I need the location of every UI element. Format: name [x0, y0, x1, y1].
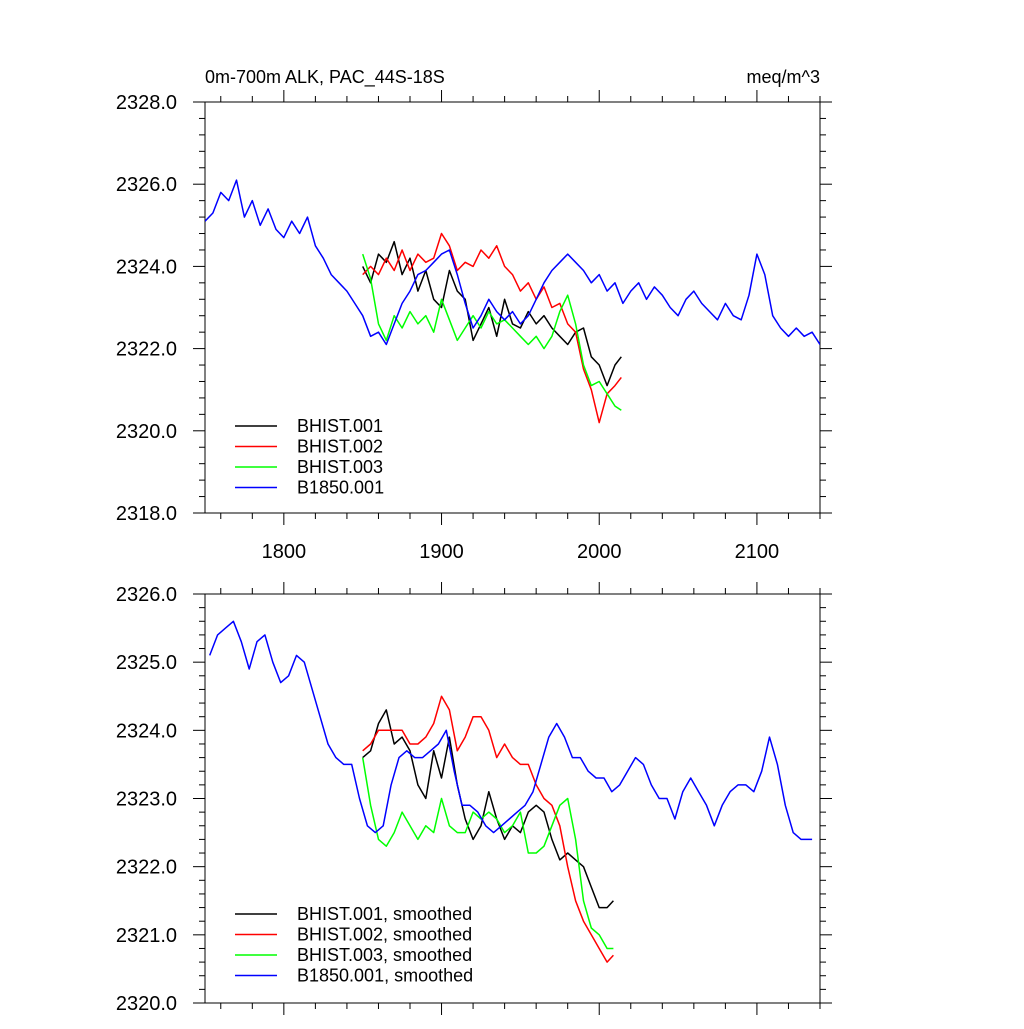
- y-tick-label: 2326.0: [116, 174, 177, 196]
- x-tick-label: 2000: [577, 541, 622, 563]
- legend-label: BHIST.002: [297, 437, 383, 457]
- series-line-1: [362, 709, 614, 909]
- legend-label: BHIST.001, smoothed: [297, 904, 472, 924]
- legend-label: BHIST.001: [297, 416, 383, 436]
- series-line-3: [361, 253, 622, 411]
- series-line-1: [362, 240, 622, 387]
- y-tick-label: 2323.0: [116, 789, 177, 811]
- y-tick-label: 2320.0: [116, 993, 177, 1015]
- x-tick-label: 1900: [419, 541, 464, 563]
- series-line-3: [361, 757, 614, 950]
- x-tick-label: 1800: [262, 541, 307, 563]
- legend-label: B1850.001, smoothed: [297, 966, 473, 986]
- y-tick-label: 2325.0: [116, 652, 177, 674]
- chart-title: 0m-700m ALK, PAC_44S-18S: [205, 67, 445, 88]
- y-tick-label: 2324.0: [116, 720, 177, 742]
- y-tick-label: 2321.0: [116, 925, 177, 947]
- y-tick-label: 2324.0: [116, 256, 177, 278]
- top-panel: 2318.0 2320.0 2322.0 2324.0 2326.0 2328.0 1800…: [116, 90, 832, 563]
- series-line-2: [362, 695, 614, 963]
- y-tick-label: 2320.0: [116, 421, 177, 443]
- legend-label: BHIST.003, smoothed: [297, 945, 472, 965]
- y-tick-label: 2328.0: [116, 92, 177, 114]
- y-tick-label: 2322.0: [116, 339, 177, 361]
- legend-label: B1850.001: [297, 478, 384, 498]
- legend-label: BHIST.003: [297, 457, 383, 477]
- bottom-panel: 2320.0 2321.0 2322.0 2323.0 2324.0 2325.0 2326…: [116, 582, 832, 1015]
- plot-frame: [204, 101, 821, 514]
- chart-units: meq/m^3: [747, 67, 820, 87]
- y-tick-label: 2326.0: [116, 584, 177, 606]
- x-tick-label: 2100: [735, 541, 780, 563]
- series-line-4: [209, 620, 813, 841]
- legend-label: BHIST.002, smoothed: [297, 925, 472, 945]
- series-line-4: [205, 179, 820, 346]
- series-line-2: [362, 232, 622, 424]
- y-tick-label: 2318.0: [116, 503, 177, 525]
- y-tick-label: 2322.0: [116, 857, 177, 879]
